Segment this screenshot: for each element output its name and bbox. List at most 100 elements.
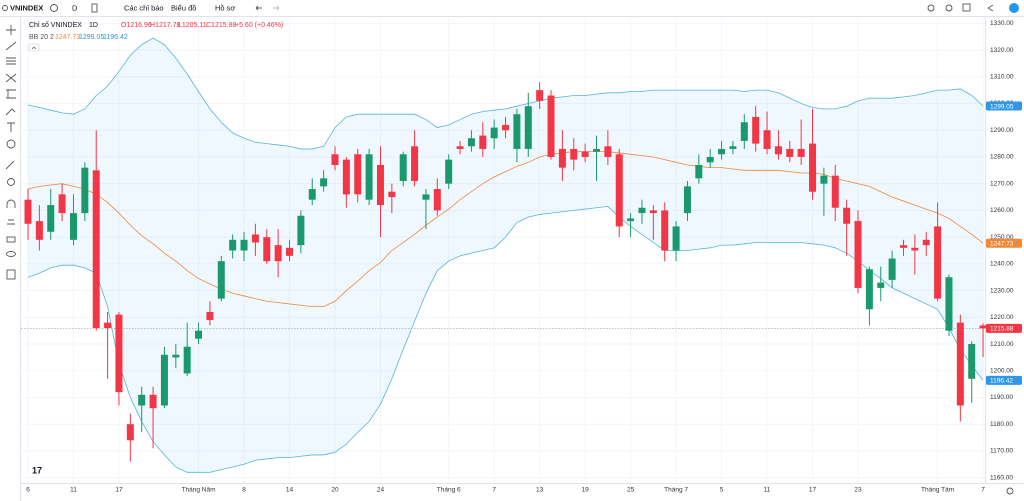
candle-body xyxy=(411,146,419,182)
price-badge-label: 1299.05 xyxy=(990,103,1014,110)
prediction-tool[interactable] xyxy=(6,89,16,99)
candle-body xyxy=(604,146,612,157)
icon-tool[interactable] xyxy=(6,139,16,149)
crosshair-tool[interactable] xyxy=(6,25,16,35)
draw-mode-tool[interactable] xyxy=(7,219,15,225)
x-tick-label: 6 xyxy=(26,487,30,494)
candle-body xyxy=(388,191,396,198)
candle-body xyxy=(195,330,203,339)
candle-body xyxy=(24,199,32,224)
fib-tool[interactable] xyxy=(6,57,16,65)
candle-body xyxy=(138,394,146,406)
candle-body xyxy=(899,245,907,248)
price-badge-label: 1196.42 xyxy=(990,378,1013,385)
indicator-label: BB 20 2 xyxy=(29,34,54,41)
undo-button[interactable] xyxy=(255,5,262,11)
x-tick-label: 8 xyxy=(242,487,246,494)
candle-body xyxy=(956,322,964,406)
settings-button[interactable] xyxy=(945,4,953,12)
collapse-button[interactable] xyxy=(28,43,40,52)
share-button[interactable] xyxy=(987,4,994,12)
x-tick-label: 19 xyxy=(582,487,590,494)
candle-body xyxy=(683,186,691,214)
candle-body xyxy=(524,106,532,149)
price-badge-label: 1247.73 xyxy=(990,240,1014,247)
search-icon[interactable] xyxy=(2,5,8,11)
price-badge-label: 1215.88 xyxy=(990,326,1014,333)
candle-body xyxy=(69,213,77,240)
candle-body xyxy=(81,167,89,214)
candle-body xyxy=(593,148,600,152)
candle-body xyxy=(911,247,919,251)
collapse-icon xyxy=(31,46,37,50)
y-tick-label: 1240.00 xyxy=(990,261,1014,268)
candle-body xyxy=(888,258,896,280)
candle-body xyxy=(831,175,839,208)
candle-body xyxy=(331,154,339,165)
symbol[interactable]: VNINDEX xyxy=(10,3,43,12)
x-tick-label: 25 xyxy=(627,487,635,494)
remove-tool[interactable] xyxy=(6,269,16,280)
add-symbol[interactable] xyxy=(50,4,58,12)
interval-button[interactable]: D xyxy=(72,3,78,12)
screenshot-button[interactable] xyxy=(927,4,935,12)
candle-body xyxy=(672,226,680,251)
ohlc-change: +5.60 (+0.46%) xyxy=(235,22,283,29)
axis-settings[interactable] xyxy=(1006,487,1014,495)
candle-body xyxy=(445,159,453,184)
y-tick-label: 1220.00 xyxy=(990,314,1014,321)
y-tick-label: 1330.00 xyxy=(990,20,1014,27)
ohlc-high: H1217.78 xyxy=(150,22,180,29)
measure-tool[interactable] xyxy=(5,160,15,170)
candle-body xyxy=(149,394,157,409)
candle-body xyxy=(286,247,294,256)
candle-body xyxy=(877,282,885,288)
candle-body xyxy=(570,148,578,160)
hide-tool[interactable] xyxy=(6,251,16,257)
y-tick-label: 1250.00 xyxy=(990,234,1014,241)
fullscreen-button[interactable] xyxy=(962,3,971,12)
candle-body xyxy=(786,148,794,157)
indicators-button[interactable]: Các chỉ báo xyxy=(124,3,164,12)
y-tick-label: 1210.00 xyxy=(990,341,1014,348)
price-badge xyxy=(986,375,1022,385)
candle-body xyxy=(217,261,225,299)
pattern-tool[interactable] xyxy=(5,73,17,83)
price-badge xyxy=(986,238,1022,248)
candle-body xyxy=(536,90,544,101)
candle-type-button[interactable] xyxy=(91,3,98,13)
ohlc-low: L1205.11 xyxy=(178,22,207,29)
band-line xyxy=(27,205,984,473)
candle-body xyxy=(342,159,350,195)
candle-body xyxy=(58,194,66,214)
chart-button[interactable]: Biểu đồ xyxy=(171,3,196,12)
candle-body xyxy=(35,221,43,240)
candle-body xyxy=(456,146,464,149)
trend-line-tool[interactable] xyxy=(5,41,17,51)
candle-body xyxy=(718,148,726,155)
profile-button[interactable]: Hồ sơ xyxy=(215,3,235,12)
x-tick-label: 13 xyxy=(536,487,544,494)
x-tick-label: Tháng 7 xyxy=(664,487,688,494)
ohlc-close: C1215.88 xyxy=(206,22,236,29)
candle-body xyxy=(558,148,566,168)
axes: 1160.00 1170.00 1180.00 1190.00 1200.00 1210.… xyxy=(26,20,1022,494)
x-tick-label: 20 xyxy=(331,487,339,494)
candle-body xyxy=(627,218,635,222)
lock-tool[interactable] xyxy=(6,236,16,243)
candle-body xyxy=(638,207,646,214)
candle-body xyxy=(945,277,953,331)
y-tick-label: 1290.00 xyxy=(990,127,1014,134)
text-tool[interactable] xyxy=(7,122,15,132)
candle-body xyxy=(797,148,805,157)
candle-body xyxy=(661,210,669,251)
candle-body xyxy=(752,116,760,144)
zoom-tool[interactable] xyxy=(7,178,15,186)
candle-body xyxy=(581,151,589,157)
indicator-lower: 1196.42 xyxy=(103,34,128,41)
brush-tool[interactable] xyxy=(5,108,16,116)
redo-button[interactable] xyxy=(273,5,280,11)
magnet-tool[interactable] xyxy=(6,199,16,208)
candle-body xyxy=(865,269,873,310)
